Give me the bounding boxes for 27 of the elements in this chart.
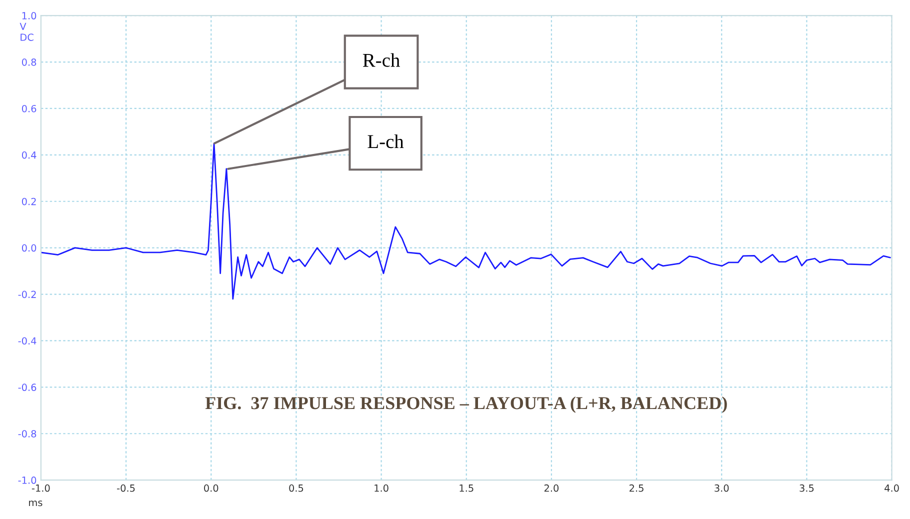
x-tick-label: 0.5 — [289, 484, 304, 492]
y-tick-label: 0.2 — [22, 198, 36, 206]
x-tick-label: 3.0 — [714, 484, 729, 492]
y-tick-label: 0.0 — [22, 244, 36, 252]
y-tick-label: 0.4 — [22, 151, 36, 159]
x-tick-label: 1.0 — [374, 484, 388, 492]
y-tick-label: -0.6 — [18, 384, 36, 392]
x-tick-label: 2.0 — [544, 484, 559, 492]
x-axis-title: ms — [29, 500, 42, 506]
x-tick-label: 0.0 — [204, 484, 218, 492]
y-tick-label: 0.6 — [22, 104, 36, 112]
x-tick-label: 4.0 — [884, 484, 899, 492]
y-tick-label: 1.0 — [22, 12, 36, 20]
annotation: R-ch — [362, 53, 400, 67]
text: FIG. 37 IMPULSE RESPONSE – LAYOUT-A (L+R, BALANCED) — [205, 396, 727, 413]
annotation: L-ch — [368, 134, 404, 148]
y-tick-label: -0.8 — [18, 430, 36, 438]
y-tick-label: -0.2 — [18, 290, 36, 298]
y-axis-title: V DC — [20, 22, 34, 41]
x-tick-label: 1.5 — [460, 484, 474, 492]
x-tick-label: -1.0 — [32, 484, 50, 492]
y-tick-label: -1.0 — [18, 476, 36, 484]
y-tick-label: -0.4 — [18, 337, 36, 345]
y-tick-label: 0.8 — [22, 58, 36, 66]
x-tick-label: 2.5 — [630, 484, 644, 492]
x-tick-label: 3.5 — [800, 484, 814, 492]
x-tick-label: -0.5 — [117, 484, 135, 492]
